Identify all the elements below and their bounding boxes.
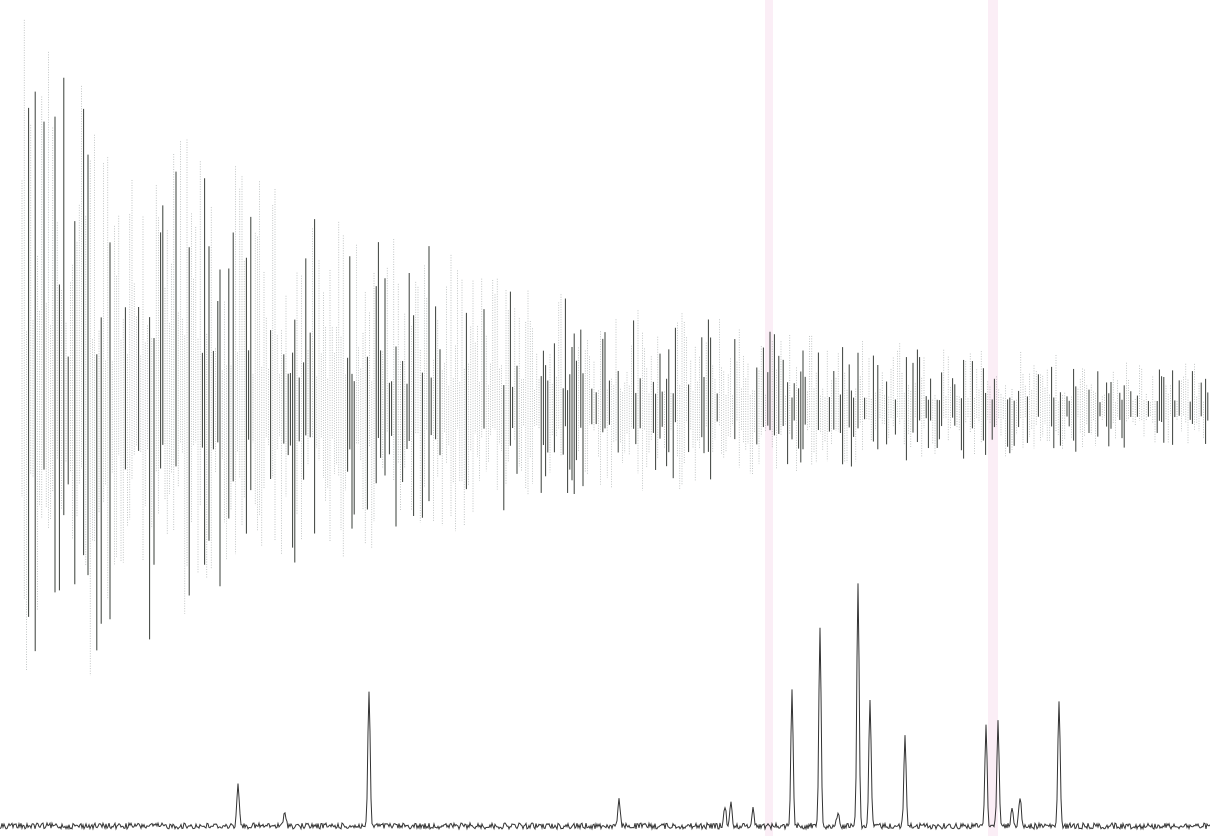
scan-streak — [988, 0, 998, 836]
scan-streak — [765, 0, 773, 836]
